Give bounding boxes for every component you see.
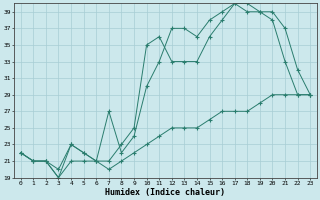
- X-axis label: Humidex (Indice chaleur): Humidex (Indice chaleur): [106, 188, 226, 197]
